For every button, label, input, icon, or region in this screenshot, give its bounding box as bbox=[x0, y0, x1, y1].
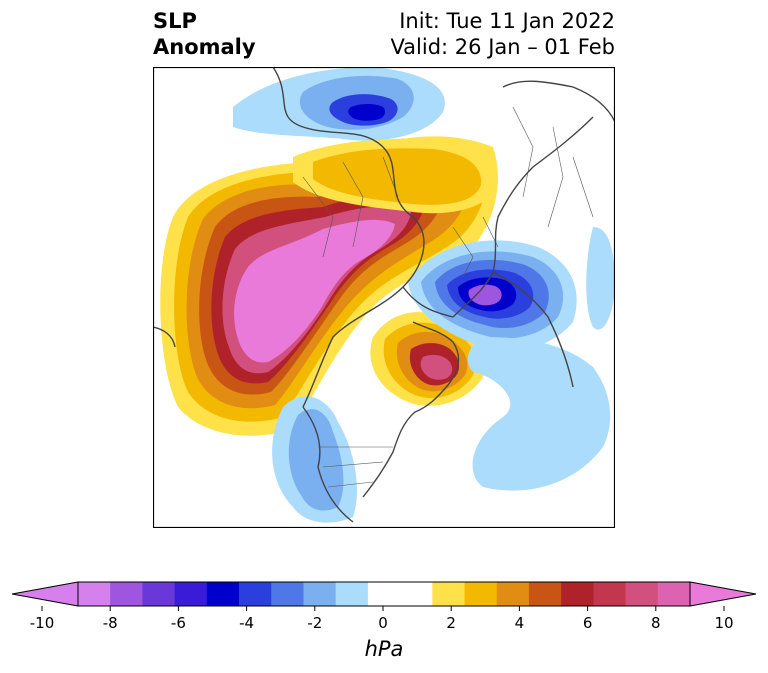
colorbar-segment bbox=[335, 582, 369, 606]
colorbar-tick-label: 10 bbox=[714, 614, 733, 632]
colorbar-frame bbox=[77, 581, 691, 607]
colorbar-segment bbox=[303, 582, 337, 606]
negative-anomaly-atlantic bbox=[467, 227, 615, 491]
colorbar-segment bbox=[561, 582, 594, 606]
init-date: Init: Tue 11 Jan 2022 bbox=[399, 9, 615, 33]
colorbar-tick-label: 0 bbox=[378, 614, 388, 632]
map-dates: Init: Tue 11 Jan 2022 Valid: 26 Jan – 01… bbox=[390, 8, 615, 60]
colorbar-segment bbox=[271, 582, 304, 606]
colorbar-segment bbox=[657, 582, 691, 606]
colorbar-segment bbox=[142, 582, 176, 606]
negative-anomaly-europe bbox=[408, 240, 577, 351]
colorbar-extend-high bbox=[689, 581, 757, 607]
colorbar-segment bbox=[110, 582, 143, 606]
colorbar-tick-label: 2 bbox=[446, 614, 456, 632]
negative-anomaly-north-america bbox=[272, 396, 358, 523]
colorbar-tick-label: -6 bbox=[171, 614, 186, 632]
title-type: Anomaly bbox=[153, 35, 256, 59]
colorbar-segment bbox=[367, 582, 401, 606]
colorbar-tick-label: -10 bbox=[30, 614, 55, 632]
colorbar-segment bbox=[239, 582, 272, 606]
colorbar-segment bbox=[78, 582, 111, 606]
colorbar-segment bbox=[528, 582, 562, 606]
colorbar-segment bbox=[496, 582, 530, 606]
valid-period: Valid: 26 Jan – 01 Feb bbox=[390, 35, 615, 59]
colorbar-extend-low bbox=[11, 581, 79, 607]
colorbar-unit-label: hPa bbox=[365, 637, 404, 661]
colorbar-segment bbox=[400, 582, 433, 606]
slp-anomaly-map bbox=[153, 67, 615, 528]
positive-anomaly-ridge bbox=[160, 136, 498, 436]
colorbar-segment bbox=[464, 582, 498, 606]
map-frame bbox=[153, 67, 615, 528]
colorbar-segment bbox=[174, 582, 208, 606]
map-title: SLP Anomaly bbox=[153, 8, 256, 60]
colorbar-segment bbox=[625, 582, 659, 606]
colorbar-tick-label: 6 bbox=[583, 614, 593, 632]
title-variable: SLP bbox=[153, 9, 197, 33]
colorbar: -10 -8 -6 -4 -2 0 2 4 6 8 10 hPa bbox=[11, 581, 757, 661]
colorbar-tick-label: -8 bbox=[103, 614, 118, 632]
colorbar-segments bbox=[78, 582, 691, 606]
colorbar-tick-label: 4 bbox=[515, 614, 525, 632]
colorbar-tick-label: 8 bbox=[651, 614, 661, 632]
negative-anomaly-east-siberia bbox=[233, 67, 445, 141]
colorbar-tick-label: -2 bbox=[307, 614, 322, 632]
colorbar-segment bbox=[432, 582, 466, 606]
coastlines bbox=[153, 67, 615, 523]
positive-anomaly-siberia bbox=[293, 138, 498, 214]
colorbar-ticks: -10 -8 -6 -4 -2 0 2 4 6 8 10 bbox=[30, 606, 734, 632]
colorbar-segment bbox=[593, 582, 627, 606]
colorbar-segment bbox=[206, 582, 240, 606]
colorbar-tick-label: -4 bbox=[239, 614, 254, 632]
country-borders bbox=[302, 106, 594, 488]
anomaly-shading bbox=[160, 67, 615, 523]
